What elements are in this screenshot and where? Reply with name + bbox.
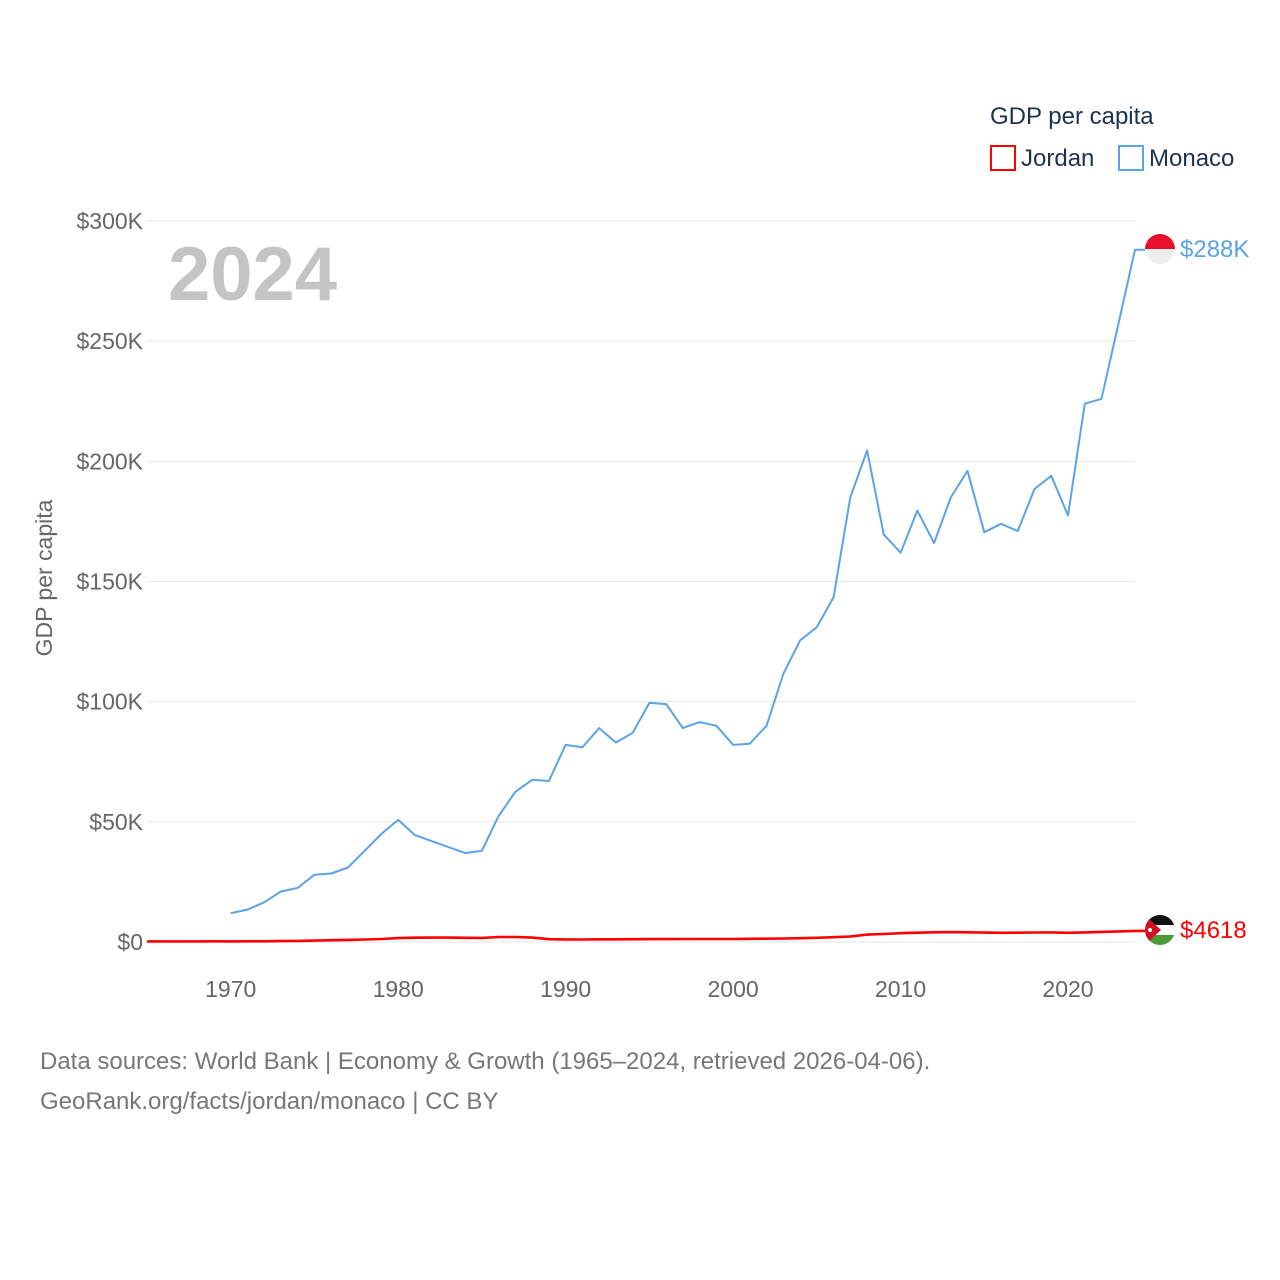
legend-item-jordan[interactable]: Jordan (990, 145, 1094, 172)
legend-label-monaco: Monaco (1149, 145, 1234, 172)
monaco-flag-icon (1145, 234, 1175, 264)
series-line-jordan[interactable] (147, 929, 1145, 943)
x-tick-label: 2010 (875, 976, 926, 1002)
y-tick-label: $200K (76, 448, 143, 474)
y-tick-label: $300K (76, 208, 143, 234)
x-tick-label: 1980 (373, 976, 424, 1002)
end-value-label-monaco: $288K (1180, 236, 1249, 263)
y-axis-ticks: $0 $50K $100K $150K $200K $250K $300K (76, 208, 143, 955)
footer-attribution[interactable]: GeoRank.org/facts/jordan/monaco | CC BY (40, 1088, 499, 1115)
footer: Data sources: World Bank | Economy & Gro… (40, 1042, 930, 1122)
y-tick-label: $250K (76, 328, 143, 354)
jordan-flag-icon (1145, 915, 1175, 945)
x-tick-label: 2020 (1042, 976, 1093, 1002)
gridlines (147, 220, 1135, 943)
footer-sources: Data sources: World Bank | Economy & Gro… (40, 1048, 931, 1075)
legend-swatch-monaco (1118, 145, 1144, 171)
x-axis-ticks: 1970 1980 1990 2000 2010 2020 (205, 976, 1093, 1002)
end-value-label-jordan: $4618 (1180, 917, 1247, 944)
legend-item-monaco[interactable]: Monaco (1118, 145, 1234, 172)
series-line-monaco[interactable] (230, 248, 1145, 915)
series-lines (147, 248, 1145, 943)
x-tick-label: 2000 (708, 976, 759, 1002)
y-tick-label: $100K (76, 689, 143, 715)
x-tick-label: 1990 (540, 976, 591, 1002)
y-tick-label: $0 (117, 929, 143, 955)
x-tick-label: 1970 (205, 976, 256, 1002)
y-axis-label: GDP per capita (31, 499, 57, 656)
legend-swatch-jordan (990, 145, 1016, 171)
y-tick-label: $150K (76, 569, 143, 595)
y-tick-label: $50K (89, 809, 143, 835)
year-label: 2024 (168, 232, 337, 317)
legend-title: GDP per capita (990, 103, 1154, 130)
chart: $0 $50K $100K $150K $200K $250K $300K 1970 1980… (31, 103, 1249, 1002)
legend-label-jordan: Jordan (1021, 145, 1094, 172)
legend: GDP per capita Jordan Monaco (990, 103, 1234, 172)
